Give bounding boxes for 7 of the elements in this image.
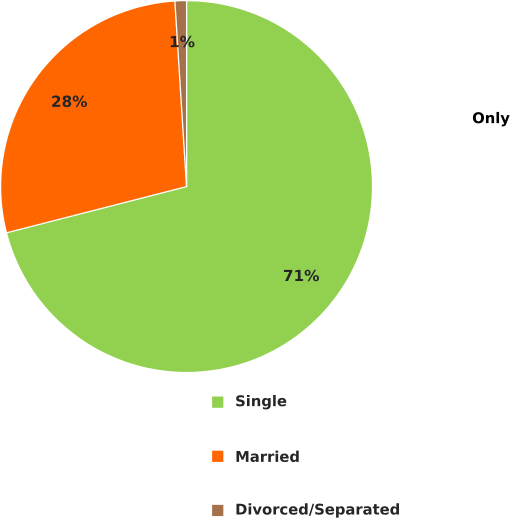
legend-label: Divorced/Separated <box>236 503 399 518</box>
legend-label: Single <box>236 394 286 410</box>
data-label: 71% <box>284 270 319 282</box>
data-label: 28% <box>52 96 87 108</box>
legend-label: Married <box>236 450 299 462</box>
data-label: 1% <box>170 36 194 48</box>
text: Only <box>472 112 510 126</box>
